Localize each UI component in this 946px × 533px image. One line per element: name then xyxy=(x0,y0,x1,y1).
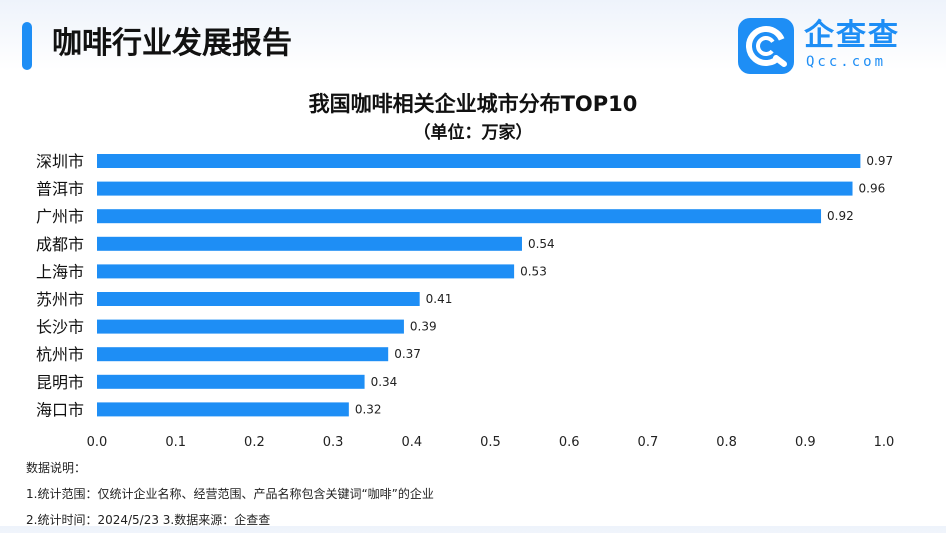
logo-text: 企查查 xyxy=(804,18,900,53)
bar xyxy=(97,209,822,224)
bar xyxy=(97,292,420,306)
bar xyxy=(97,236,522,251)
logo-subtext: Qcc.com xyxy=(806,54,887,70)
x-tick-label: 0.5 xyxy=(480,435,501,450)
x-tick-label: 0.1 xyxy=(165,435,186,450)
report-title: 咖啡行业发展报告 xyxy=(52,26,292,61)
category-label: 海口市 xyxy=(36,400,84,419)
x-tick-label: 0.9 xyxy=(795,435,816,450)
chart-subtitle: （单位：万家） xyxy=(413,123,533,143)
bar-chart: 深圳市 0.97 普洱市 0.96 广州市 0.92 成都市 0.54 上海市 0.53 苏州市 0.… xyxy=(36,152,895,450)
x-tick-label: 0.0 xyxy=(87,435,108,450)
notes-time-source: 2.统计时间：2024/5/23 3.数据来源：企查查 xyxy=(26,513,271,527)
bar xyxy=(97,374,365,389)
qcc-logo-icon xyxy=(738,18,794,74)
data-label: 0.54 xyxy=(528,237,555,251)
data-label: 0.96 xyxy=(859,182,886,196)
category-label: 上海市 xyxy=(36,262,84,281)
x-tick-label: 0.2 xyxy=(244,435,265,450)
data-label: 0.37 xyxy=(394,347,421,361)
category-label: 昆明市 xyxy=(36,373,84,392)
category-label: 深圳市 xyxy=(36,152,84,171)
x-tick-label: 1.0 xyxy=(874,435,895,450)
bar xyxy=(97,402,349,417)
x-tick-label: 0.7 xyxy=(638,435,659,450)
data-label: 0.41 xyxy=(426,292,453,306)
x-tick-label: 0.3 xyxy=(323,435,344,450)
title-accent-bar xyxy=(22,22,32,70)
category-label: 长沙市 xyxy=(36,318,84,337)
category-label: 普洱市 xyxy=(36,180,84,199)
data-label: 0.32 xyxy=(355,402,382,416)
notes-scope: 1.统计范围：仅统计企业名称、经营范围、产品名称包含关键词“咖啡”的企业 xyxy=(26,487,434,501)
data-label: 0.92 xyxy=(827,209,854,223)
x-tick-label: 0.8 xyxy=(716,435,737,450)
bar xyxy=(97,319,404,334)
data-label: 0.97 xyxy=(866,154,893,168)
data-label: 0.34 xyxy=(371,375,398,389)
qcc-logo: 企查查 Qcc.com xyxy=(738,18,928,76)
category-label: 广州市 xyxy=(36,207,84,226)
data-label: 0.53 xyxy=(520,264,547,278)
bar xyxy=(97,181,853,196)
bar xyxy=(97,347,389,362)
notes-heading: 数据说明： xyxy=(26,461,87,475)
category-label: 杭州市 xyxy=(36,345,84,364)
x-tick-label: 0.4 xyxy=(401,435,422,450)
data-label: 0.39 xyxy=(410,320,437,334)
x-tick-label: 0.6 xyxy=(559,435,580,450)
category-label: 苏州市 xyxy=(36,290,84,309)
category-label: 成都市 xyxy=(36,235,84,254)
bar xyxy=(97,264,515,279)
data-notes: 数据说明： 1.统计范围：仅统计企业名称、经营范围、产品名称包含关键词“咖啡”的… xyxy=(26,455,434,533)
bar xyxy=(97,154,861,168)
chart-title: 我国咖啡相关企业城市分布TOP10 xyxy=(308,92,638,116)
